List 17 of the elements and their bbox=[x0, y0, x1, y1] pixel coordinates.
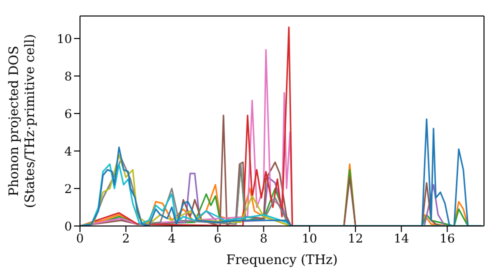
x-tick-label: 8 bbox=[260, 232, 268, 246]
y-tick-label: 2 bbox=[64, 182, 72, 196]
x-tick-label: 14 bbox=[394, 232, 410, 246]
x-tick-label: 12 bbox=[348, 232, 364, 246]
x-tick-label: 16 bbox=[440, 232, 455, 246]
y-axis-title: Phonon projected DOS (States/THz·primitive cell) bbox=[7, 34, 38, 208]
x-tick-label: 4 bbox=[168, 232, 176, 246]
y-tick-label: 4 bbox=[64, 144, 72, 158]
y-tick-label: 10 bbox=[56, 32, 72, 46]
y-tick-label: 8 bbox=[64, 69, 72, 84]
x-axis-title: Frequency (THz) bbox=[226, 253, 338, 268]
x-tick-label: 10 bbox=[302, 232, 318, 246]
y-tick-label: 6 bbox=[64, 106, 72, 121]
y-tick-label: 0 bbox=[64, 219, 72, 234]
x-tick-label: 6 bbox=[214, 232, 222, 246]
x-tick-label: 0 bbox=[76, 232, 84, 246]
x-tick-label: 2 bbox=[122, 232, 130, 246]
